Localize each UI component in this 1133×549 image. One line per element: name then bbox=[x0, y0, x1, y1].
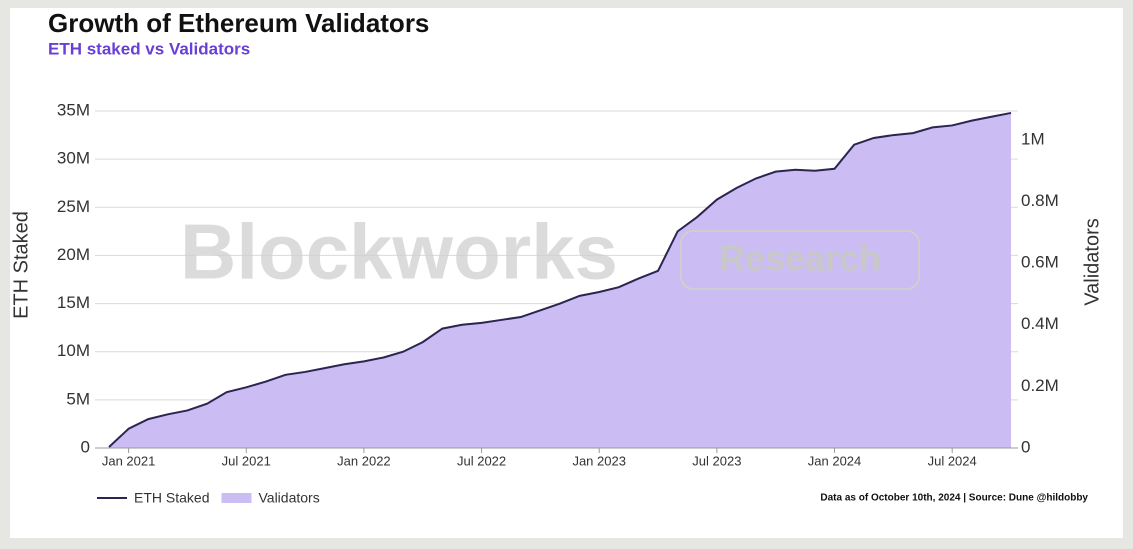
y-tick-label: 35M bbox=[57, 100, 90, 119]
chart-title: Growth of Ethereum Validators bbox=[48, 8, 429, 38]
y2-tick-label: 0.8M bbox=[1021, 191, 1059, 210]
watermark: Blockworks bbox=[180, 208, 618, 296]
y-tick-label: 0 bbox=[81, 437, 90, 456]
legend-label: ETH Staked bbox=[134, 490, 209, 506]
y2-axis-label: Validators bbox=[1081, 218, 1103, 305]
chart-subtitle: ETH staked vs Validators bbox=[48, 39, 250, 58]
watermark-badge bbox=[680, 230, 920, 290]
y-tick-label: 10M bbox=[57, 341, 90, 360]
watermark-badge-text: Research bbox=[719, 238, 881, 279]
y-tick-label: 20M bbox=[57, 245, 90, 264]
y2-tick-label: 0.2M bbox=[1021, 376, 1059, 395]
y-tick-label: 25M bbox=[57, 197, 90, 216]
y-tick-label: 30M bbox=[57, 149, 90, 168]
x-tick-label: Jul 2022 bbox=[457, 453, 506, 468]
x-tick-label: Jan 2022 bbox=[337, 453, 391, 468]
y2-tick-label: 0 bbox=[1021, 437, 1030, 456]
y2-tick-label: 1M bbox=[1021, 129, 1045, 148]
source-note: Data as of October 10th, 2024 | Source: … bbox=[820, 493, 1088, 504]
eth-staked-line bbox=[108, 111, 1012, 448]
y-tick-label: 5M bbox=[66, 389, 90, 408]
y2-tick-label: 0.6M bbox=[1021, 253, 1059, 272]
x-tick-label: Jan 2021 bbox=[102, 453, 156, 468]
legend-swatch bbox=[221, 493, 252, 503]
x-tick-label: Jul 2023 bbox=[692, 453, 741, 468]
legend-label: Validators bbox=[258, 490, 319, 506]
y-tick-label: 15M bbox=[57, 293, 90, 312]
validators-area bbox=[109, 112, 1011, 448]
x-tick-label: Jul 2024 bbox=[928, 453, 977, 468]
x-tick-label: Jul 2021 bbox=[222, 453, 271, 468]
x-tick-label: Jan 2023 bbox=[572, 453, 626, 468]
y2-tick-label: 0.4M bbox=[1021, 314, 1059, 333]
y-axis-label: ETH Staked bbox=[10, 211, 32, 319]
x-tick-label: Jan 2024 bbox=[808, 453, 862, 468]
